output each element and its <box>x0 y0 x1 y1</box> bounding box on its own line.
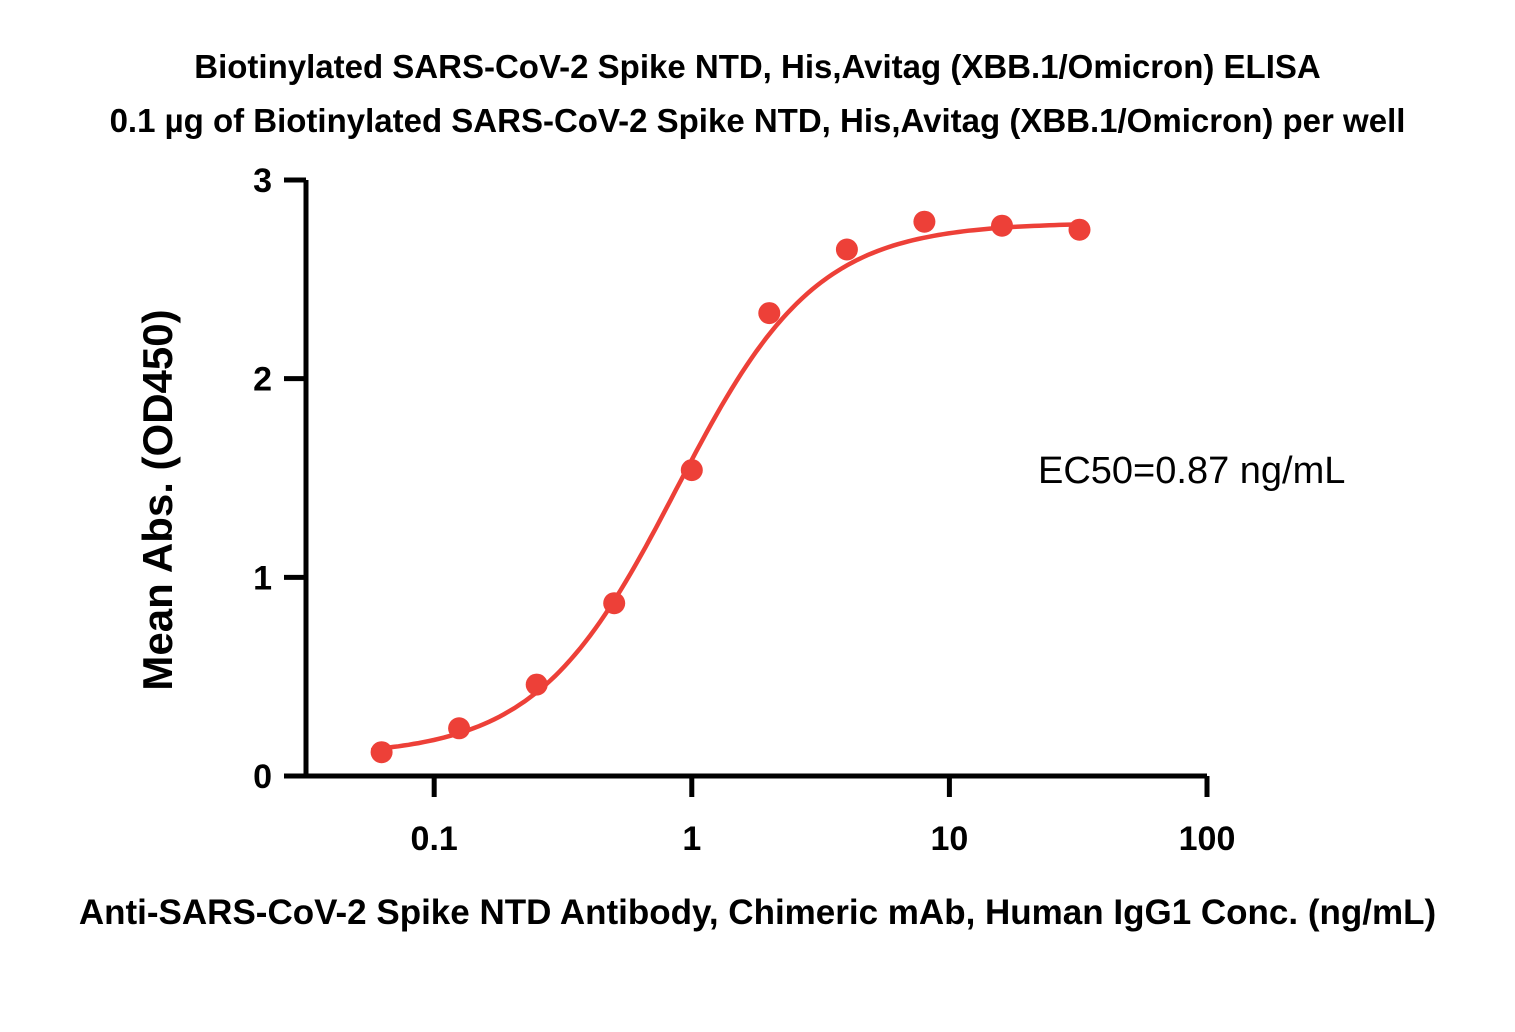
data-point <box>758 302 781 325</box>
x-tick-label: 10 <box>930 820 968 858</box>
data-point <box>525 673 548 696</box>
ec50-annotation: EC50=0.87 ng/mL <box>1038 450 1346 492</box>
y-tick-label: 3 <box>253 162 272 200</box>
x-tick-label: 1 <box>682 820 701 858</box>
y-tick-label: 2 <box>253 361 272 399</box>
data-point <box>370 741 393 764</box>
fit-curve <box>370 222 1082 752</box>
x-axis-label: Anti-SARS-CoV-2 Spike NTD Antibody, Chim… <box>78 893 1437 932</box>
data-point <box>603 592 626 615</box>
chart-title: Biotinylated SARS-CoV-2 Spike NTD, His,A… <box>194 48 1321 85</box>
y-tick-label: 0 <box>253 758 272 796</box>
data-point <box>991 214 1013 237</box>
x-tick-label: 0.1 <box>411 820 458 858</box>
data-point <box>1068 218 1091 241</box>
data-point <box>913 210 936 233</box>
data-point <box>680 459 703 482</box>
x-tick-label: 100 <box>1179 820 1236 858</box>
chart-subtitle: 0.1 µg of Biotinylated SARS-CoV-2 Spike … <box>109 102 1406 139</box>
data-point <box>448 717 471 740</box>
y-tick-label: 1 <box>253 559 272 597</box>
data-point <box>835 238 858 261</box>
